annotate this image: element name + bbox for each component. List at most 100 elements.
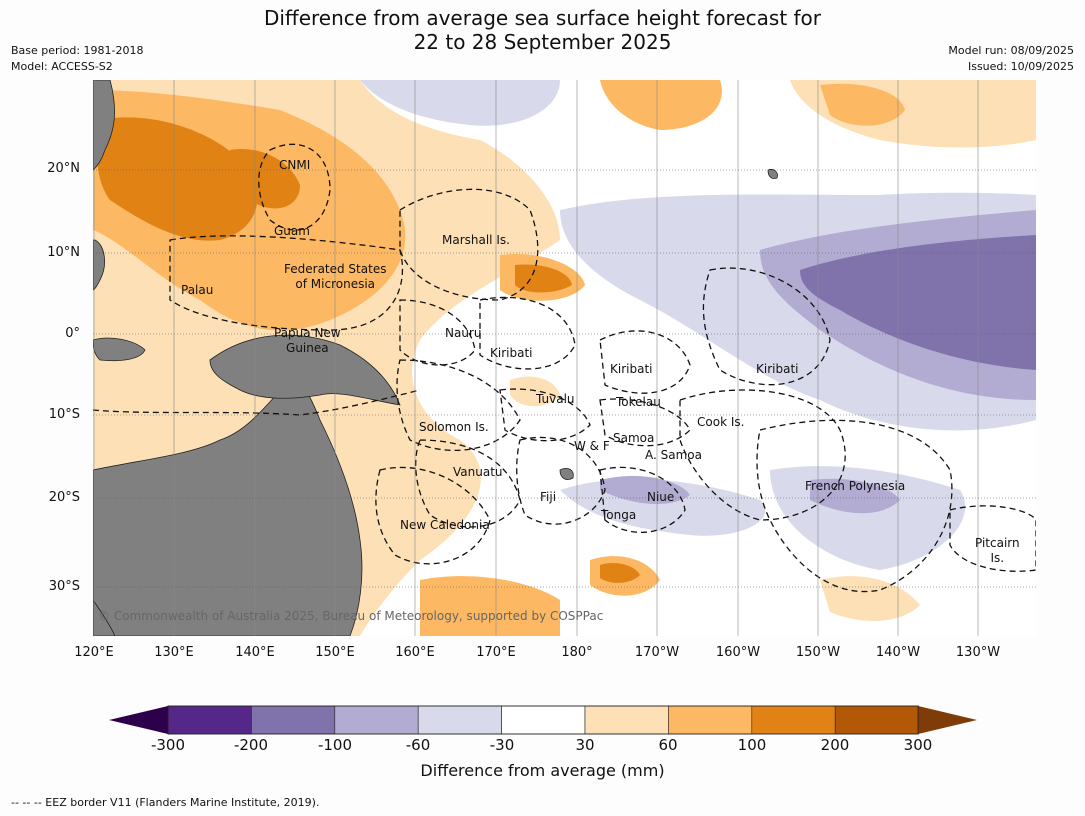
colorbar-label: Difference from average (mm) (420, 761, 665, 780)
meta-left: Base period: 1981-2018 Model: ACCESS-S2 (11, 43, 143, 75)
lon-label: 140°W (875, 645, 921, 660)
lon-label: 120°E (74, 645, 114, 660)
colorbar-tick: 100 (737, 736, 767, 754)
anomaly-se-pos (820, 576, 920, 622)
lat-label: 30°S (48, 579, 80, 594)
lon-label: 180° (561, 645, 593, 660)
lon-label: 130°W (955, 645, 1001, 660)
colorbar-bin (417, 705, 502, 735)
colorbar-bin (834, 705, 919, 735)
region-label-cnmi: CNMI (279, 158, 311, 172)
region-label-nauru: Nauru (445, 326, 482, 340)
colorbar-tick: -100 (317, 736, 353, 754)
lon-label: 130°E (154, 645, 194, 660)
anomaly-s-pos-2-core (600, 563, 640, 583)
eez-cnmi (258, 143, 331, 231)
eez-cook (679, 389, 846, 521)
model-name: Model: ACCESS-S2 (11, 60, 113, 73)
colorbar-tick: -200 (233, 736, 269, 754)
region-label-kiribati-e: Kiribati (756, 362, 799, 376)
anomaly-field (93, 80, 1036, 636)
region-label-fp: French Polynesia (805, 479, 906, 493)
lat-label: 0° (65, 326, 80, 341)
colorbar-tick: -300 (150, 736, 186, 754)
colorbar-tick: 30 (575, 736, 595, 754)
colorbar-bin (668, 705, 753, 735)
eez-new-caledonia (375, 466, 491, 565)
eez-nauru (399, 299, 476, 366)
eez-footnote: -- -- -- EEZ border V11 (Flanders Marine… (11, 796, 320, 809)
issued-date: Issued: 10/09/2025 (967, 60, 1074, 73)
colorbar-bin (334, 705, 419, 735)
region-label-kiribati-w: Kiribati (490, 346, 533, 360)
anomaly-tuvalu-pos (510, 376, 560, 407)
colorbar (109, 705, 977, 735)
colorbar-bin (501, 705, 586, 735)
base-period: Base period: 1981-2018 (11, 44, 144, 57)
lon-label: 160°E (395, 645, 435, 660)
region-label-tuvalu: Tuvalu (536, 392, 575, 406)
region-label-solomon: Solomon Is. (419, 420, 489, 434)
colorbar-bin (584, 705, 669, 735)
graticule (93, 169, 1036, 588)
eez-kiribati-e (702, 267, 831, 386)
region-label-marshall: Marshall Is. (442, 233, 510, 247)
region-label-palau: Palau (181, 283, 214, 297)
meridians (93, 80, 979, 636)
philippines-land (93, 239, 105, 291)
map-title: Difference from average sea surface heig… (0, 6, 1085, 54)
lon-label: 140°E (235, 645, 275, 660)
colorbar-bin (251, 705, 336, 735)
colorbar-extend-low (109, 706, 168, 734)
eez-kiribati-w (479, 296, 576, 370)
lat-label: 10°S (48, 407, 80, 422)
eez-kiribati-c (599, 330, 691, 394)
colorbar-tick: 300 (903, 736, 933, 754)
hawaii-land (767, 169, 778, 179)
eez-tokelau (599, 398, 691, 447)
tasmania-land (93, 599, 116, 636)
region-label-kiribati-c: Kiribati (610, 362, 653, 376)
new-guinea-land (209, 334, 401, 406)
anomaly-marshall-core (515, 264, 572, 293)
lon-label: 170°E (476, 645, 516, 660)
colorbar-bin (167, 705, 252, 735)
colorbar-tick: 60 (658, 736, 678, 754)
lon-label: 150°E (315, 645, 355, 660)
eez-borders (93, 143, 1036, 593)
eez-french-polynesia (756, 419, 953, 593)
eez-tonga-niue (599, 466, 686, 533)
region-label-niue: Niue (647, 490, 675, 504)
region-label-wf: W & F (574, 439, 610, 453)
lat-label: 10°N (47, 245, 80, 260)
region-label-fsm: Federated States of Micronesia (284, 262, 387, 291)
eez-png-aus (93, 389, 421, 416)
lon-label: 170°W (634, 645, 680, 660)
lon-label: 160°W (715, 645, 761, 660)
lat-label: 20°S (48, 490, 80, 505)
colorbar-tick: -30 (489, 736, 515, 754)
region-label-pitcairn: Pitcairn Is. (975, 536, 1020, 565)
title-line-1: Difference from average sea surface heig… (263, 6, 822, 30)
fiji-land (559, 468, 574, 480)
eez-marshall (399, 188, 539, 301)
anomaly-s-pos (420, 576, 560, 636)
eez-tuvalu (499, 388, 591, 442)
anomaly-area-neg100 (800, 235, 1036, 370)
anomaly-n-pos (600, 80, 722, 130)
credit-text: © Commonwealth of Australia 2025, Bureau… (98, 609, 604, 623)
region-label-samoa: Samoa (613, 431, 655, 445)
anomaly-area-pos100 (97, 117, 258, 241)
meta-right: Model run: 08/09/2025 Issued: 10/09/2025 (948, 43, 1074, 75)
indonesia-land (93, 337, 146, 362)
region-label-tokelau: Tokelau (616, 395, 661, 409)
lon-label: 150°W (795, 645, 841, 660)
region-label-asamoa: A. Samoa (645, 448, 702, 462)
eez-solomon (396, 359, 521, 452)
colorbar-tick: -60 (405, 736, 431, 754)
anomaly-fp-neg-inner (810, 478, 900, 514)
colorbar-extend-high (918, 706, 977, 734)
region-label-tonga: Tonga (601, 508, 637, 522)
colorbar-tick: 200 (820, 736, 850, 754)
lat-label: 20°N (47, 161, 80, 176)
